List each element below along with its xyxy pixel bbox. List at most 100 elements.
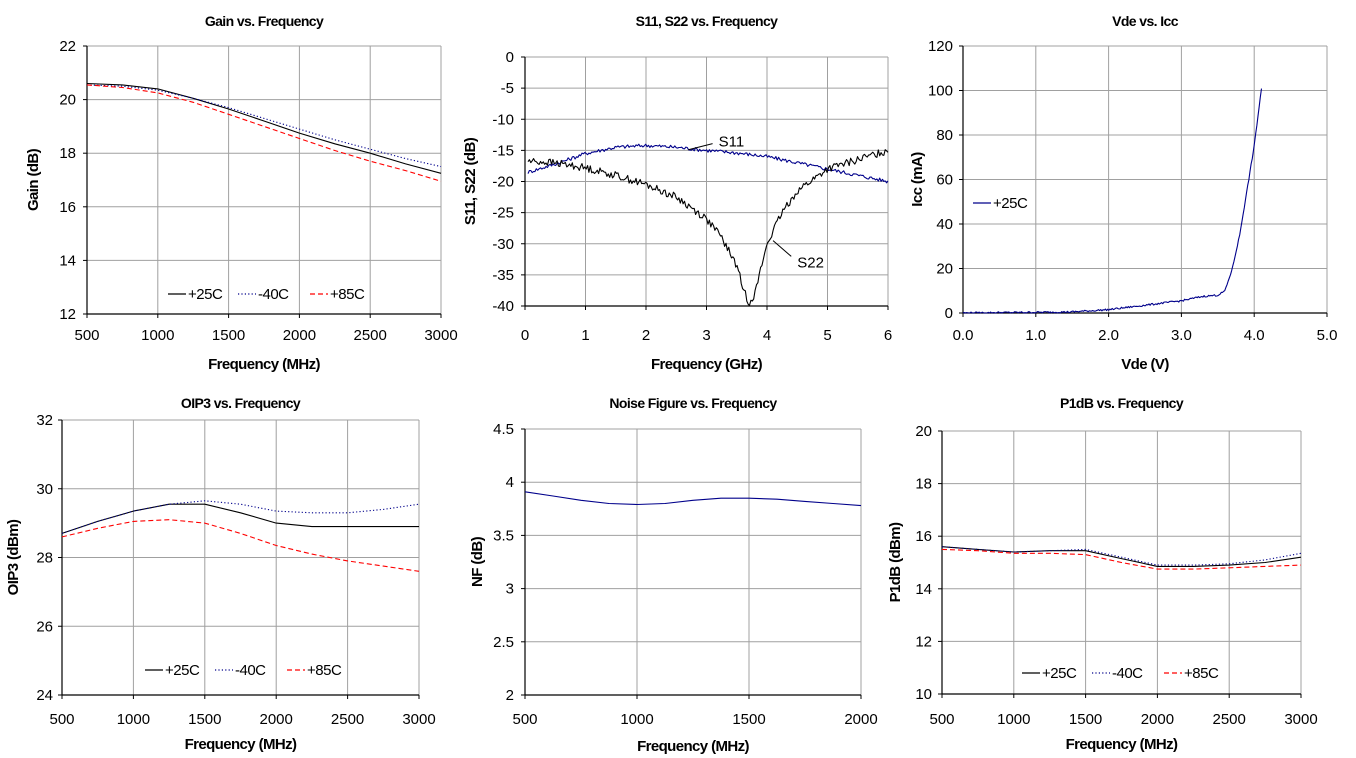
y-tick-label: 20	[936, 261, 953, 278]
series-line-85c	[86, 84, 442, 182]
x-tick-label: 2000	[260, 711, 293, 728]
legend: +25C -40C +85C	[168, 286, 365, 303]
x-axis-label: Frequency (MHz)	[185, 736, 297, 753]
y-axis-label: NF (dB)	[469, 536, 486, 587]
chart-title: P1dB vs. Frequency	[1060, 395, 1184, 411]
x-tick-label: 1000	[117, 711, 150, 728]
x-tick-label: 1500	[1069, 711, 1102, 728]
x-tick-label: 2500	[354, 327, 387, 344]
y-tick-label: 10	[915, 686, 932, 703]
series-line-25c	[941, 546, 1302, 567]
x-axis-label: Frequency (GHz)	[651, 356, 763, 373]
chart-title: Vde vs. Icc	[1112, 13, 1179, 29]
x-tick-label: 2.0	[1098, 327, 1119, 344]
x-axis-label: Vde (V)	[1121, 356, 1169, 373]
y-tick-label: -35	[492, 267, 514, 284]
x-tick-label: 5.0	[1317, 327, 1338, 344]
legend: +25C	[973, 195, 1028, 212]
y-tick-label: 3.5	[493, 527, 514, 544]
y-tick-label: 14	[915, 581, 932, 598]
legend-label: +85C	[307, 662, 342, 679]
x-tick-label: 1500	[188, 711, 221, 728]
x-tick-label: 1500	[732, 711, 765, 728]
x-tick-label: 1500	[212, 327, 245, 344]
series-line-40c	[61, 500, 420, 534]
x-tick-label: 0	[521, 327, 529, 344]
y-tick-label: 40	[936, 216, 953, 233]
x-tick-label: 4	[763, 327, 771, 344]
chart-title: Gain vs. Frequency	[205, 13, 324, 29]
annotation-leader	[688, 143, 713, 151]
x-tick-label: 6	[884, 327, 892, 344]
y-tick-label: 4	[506, 474, 514, 491]
chart-4: 500 1000 1500 2000 2500 3000 24 26 28 30 32 OIP3 vs…	[5, 395, 436, 753]
chart-6: 500 1000 1500 2000 2500 3000 10 12 14 16 18 20 P1dB …	[887, 395, 1318, 753]
legend-label: -40C	[1112, 665, 1143, 682]
y-tick-label: 28	[36, 550, 53, 567]
x-tick-label: 1000	[997, 711, 1030, 728]
y-tick-label: -25	[492, 205, 514, 222]
legend-label: +85C	[330, 286, 365, 303]
x-tick-label: 2500	[1213, 711, 1246, 728]
chart-title: OIP3 vs. Frequency	[181, 395, 301, 411]
y-axis-label: P1dB (dBm)	[887, 522, 904, 602]
y-tick-label: 22	[59, 38, 76, 55]
y-tick-label: 120	[928, 38, 953, 55]
legend-label: -40C	[235, 662, 266, 679]
series-line-85c	[941, 548, 1302, 570]
x-tick-label: 2000	[844, 711, 877, 728]
series-line-25c	[962, 88, 1263, 314]
y-tick-label: -20	[492, 174, 514, 191]
x-tick-label: 1000	[141, 327, 174, 344]
y-axis-label: Gain (dB)	[25, 148, 42, 211]
x-tick-label: 3	[702, 327, 710, 344]
x-tick-label: 3000	[424, 327, 457, 344]
x-tick-label: 500	[929, 711, 954, 728]
y-tick-label: -15	[492, 142, 514, 159]
y-axis-label: S11, S22 (dB)	[462, 137, 479, 225]
y-tick-label: 24	[36, 687, 53, 704]
y-tick-label: 3	[506, 581, 514, 598]
x-tick-label: 2	[642, 327, 650, 344]
y-tick-label: -30	[492, 236, 514, 253]
series-line-85c	[61, 519, 420, 572]
annotation-label: S11	[719, 134, 745, 151]
legend-label: -40C	[258, 286, 289, 303]
series-line-25c	[86, 82, 442, 174]
y-tick-label: 12	[915, 633, 932, 650]
y-tick-label: 16	[59, 199, 76, 216]
series-line-nf	[524, 491, 862, 507]
x-tick-label: 3000	[1284, 711, 1317, 728]
y-tick-label: 20	[915, 423, 932, 440]
x-tick-label: 2500	[331, 711, 364, 728]
x-tick-label: 500	[74, 327, 99, 344]
legend-label: +25C	[993, 195, 1028, 212]
y-tick-label: 18	[59, 145, 76, 162]
y-tick-label: 26	[36, 618, 53, 635]
y-axis-label: Icc (mA)	[909, 152, 926, 207]
x-tick-label: 3000	[402, 711, 435, 728]
chart-title: Noise Figure vs. Frequency	[609, 395, 777, 411]
y-axis-label: OIP3 (dBm)	[5, 519, 22, 595]
y-tick-label: 2.5	[493, 634, 514, 651]
y-tick-label: 0	[945, 305, 953, 322]
x-tick-label: 500	[512, 711, 537, 728]
x-tick-label: 5	[823, 327, 831, 344]
x-tick-label: 4.0	[1244, 327, 1265, 344]
x-axis-label: Frequency (MHz)	[208, 356, 320, 373]
y-tick-label: 16	[915, 528, 932, 545]
series-line-s22	[527, 149, 889, 306]
series-line-40c	[86, 84, 442, 168]
x-tick-label: 1.0	[1025, 327, 1046, 344]
y-tick-label: 60	[936, 172, 953, 189]
series-line-40c	[941, 546, 1302, 566]
x-axis-label: Frequency (MHz)	[1066, 736, 1178, 753]
series-line-25c	[61, 503, 419, 534]
y-tick-label: 14	[59, 252, 76, 269]
chart-5: 500 1000 1500 2000 2 2.5 3 3.5 4 4.5 Noise Figure …	[469, 395, 878, 755]
legend-label: +25C	[1042, 665, 1077, 682]
x-tick-label: 0.0	[953, 327, 974, 344]
y-tick-label: 12	[59, 306, 76, 323]
x-tick-label: 1	[581, 327, 589, 344]
